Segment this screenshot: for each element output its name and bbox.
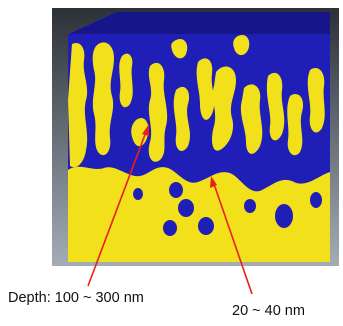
width-arrow bbox=[210, 176, 253, 295]
depth-arrow bbox=[87, 124, 149, 287]
block-front-face bbox=[68, 34, 330, 262]
width-label: 20 ~ 40 nm bbox=[232, 303, 305, 319]
depth-label: Depth: 100 ~ 300 nm bbox=[8, 290, 144, 306]
isolated-pores bbox=[133, 182, 322, 236]
material-columns bbox=[68, 34, 325, 168]
block-top-face bbox=[68, 12, 330, 34]
